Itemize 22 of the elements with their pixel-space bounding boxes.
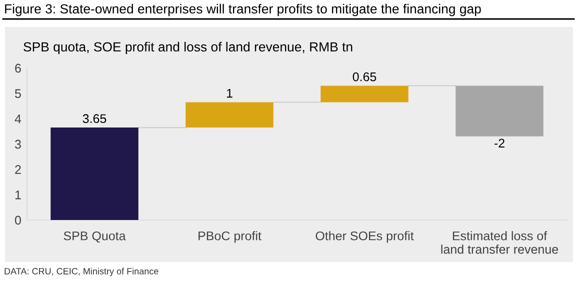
y-tick-label: 0	[14, 216, 21, 225]
y-tick-label: 3	[14, 140, 21, 149]
data-label: 0.65	[352, 72, 376, 82]
data-label: 3.65	[82, 114, 106, 124]
bar	[50, 128, 138, 220]
bar	[186, 102, 274, 128]
x-tick-label: Other SOEs profit	[316, 231, 414, 243]
x-tick-label: PBoC profit	[198, 231, 262, 243]
x-tick-label: Estimated loss of land transfer revenue	[441, 231, 558, 254]
chart-title: Figure 3: State-owned enterprises will transfer profits to mitigate the financing gap	[5, 4, 481, 16]
chart-subtitle: SPB quota, SOE profit and loss of land revenue, RMB tn	[24, 42, 352, 54]
data-label: 1	[226, 88, 232, 98]
text: DATA: CRU, CEIC, Ministry of Finance	[4, 268, 158, 276]
bar	[320, 86, 408, 102]
y-tick-label: 6	[15, 64, 21, 73]
y-tick-label: 5	[14, 89, 21, 98]
x-tick-label: SPB Quota	[64, 231, 126, 243]
y-tick-label: 4	[14, 114, 22, 124]
data-label: -2	[494, 138, 504, 148]
bar	[456, 86, 544, 136]
y-tick-label: 1	[15, 190, 21, 200]
y-tick-label: 2	[15, 165, 21, 174]
